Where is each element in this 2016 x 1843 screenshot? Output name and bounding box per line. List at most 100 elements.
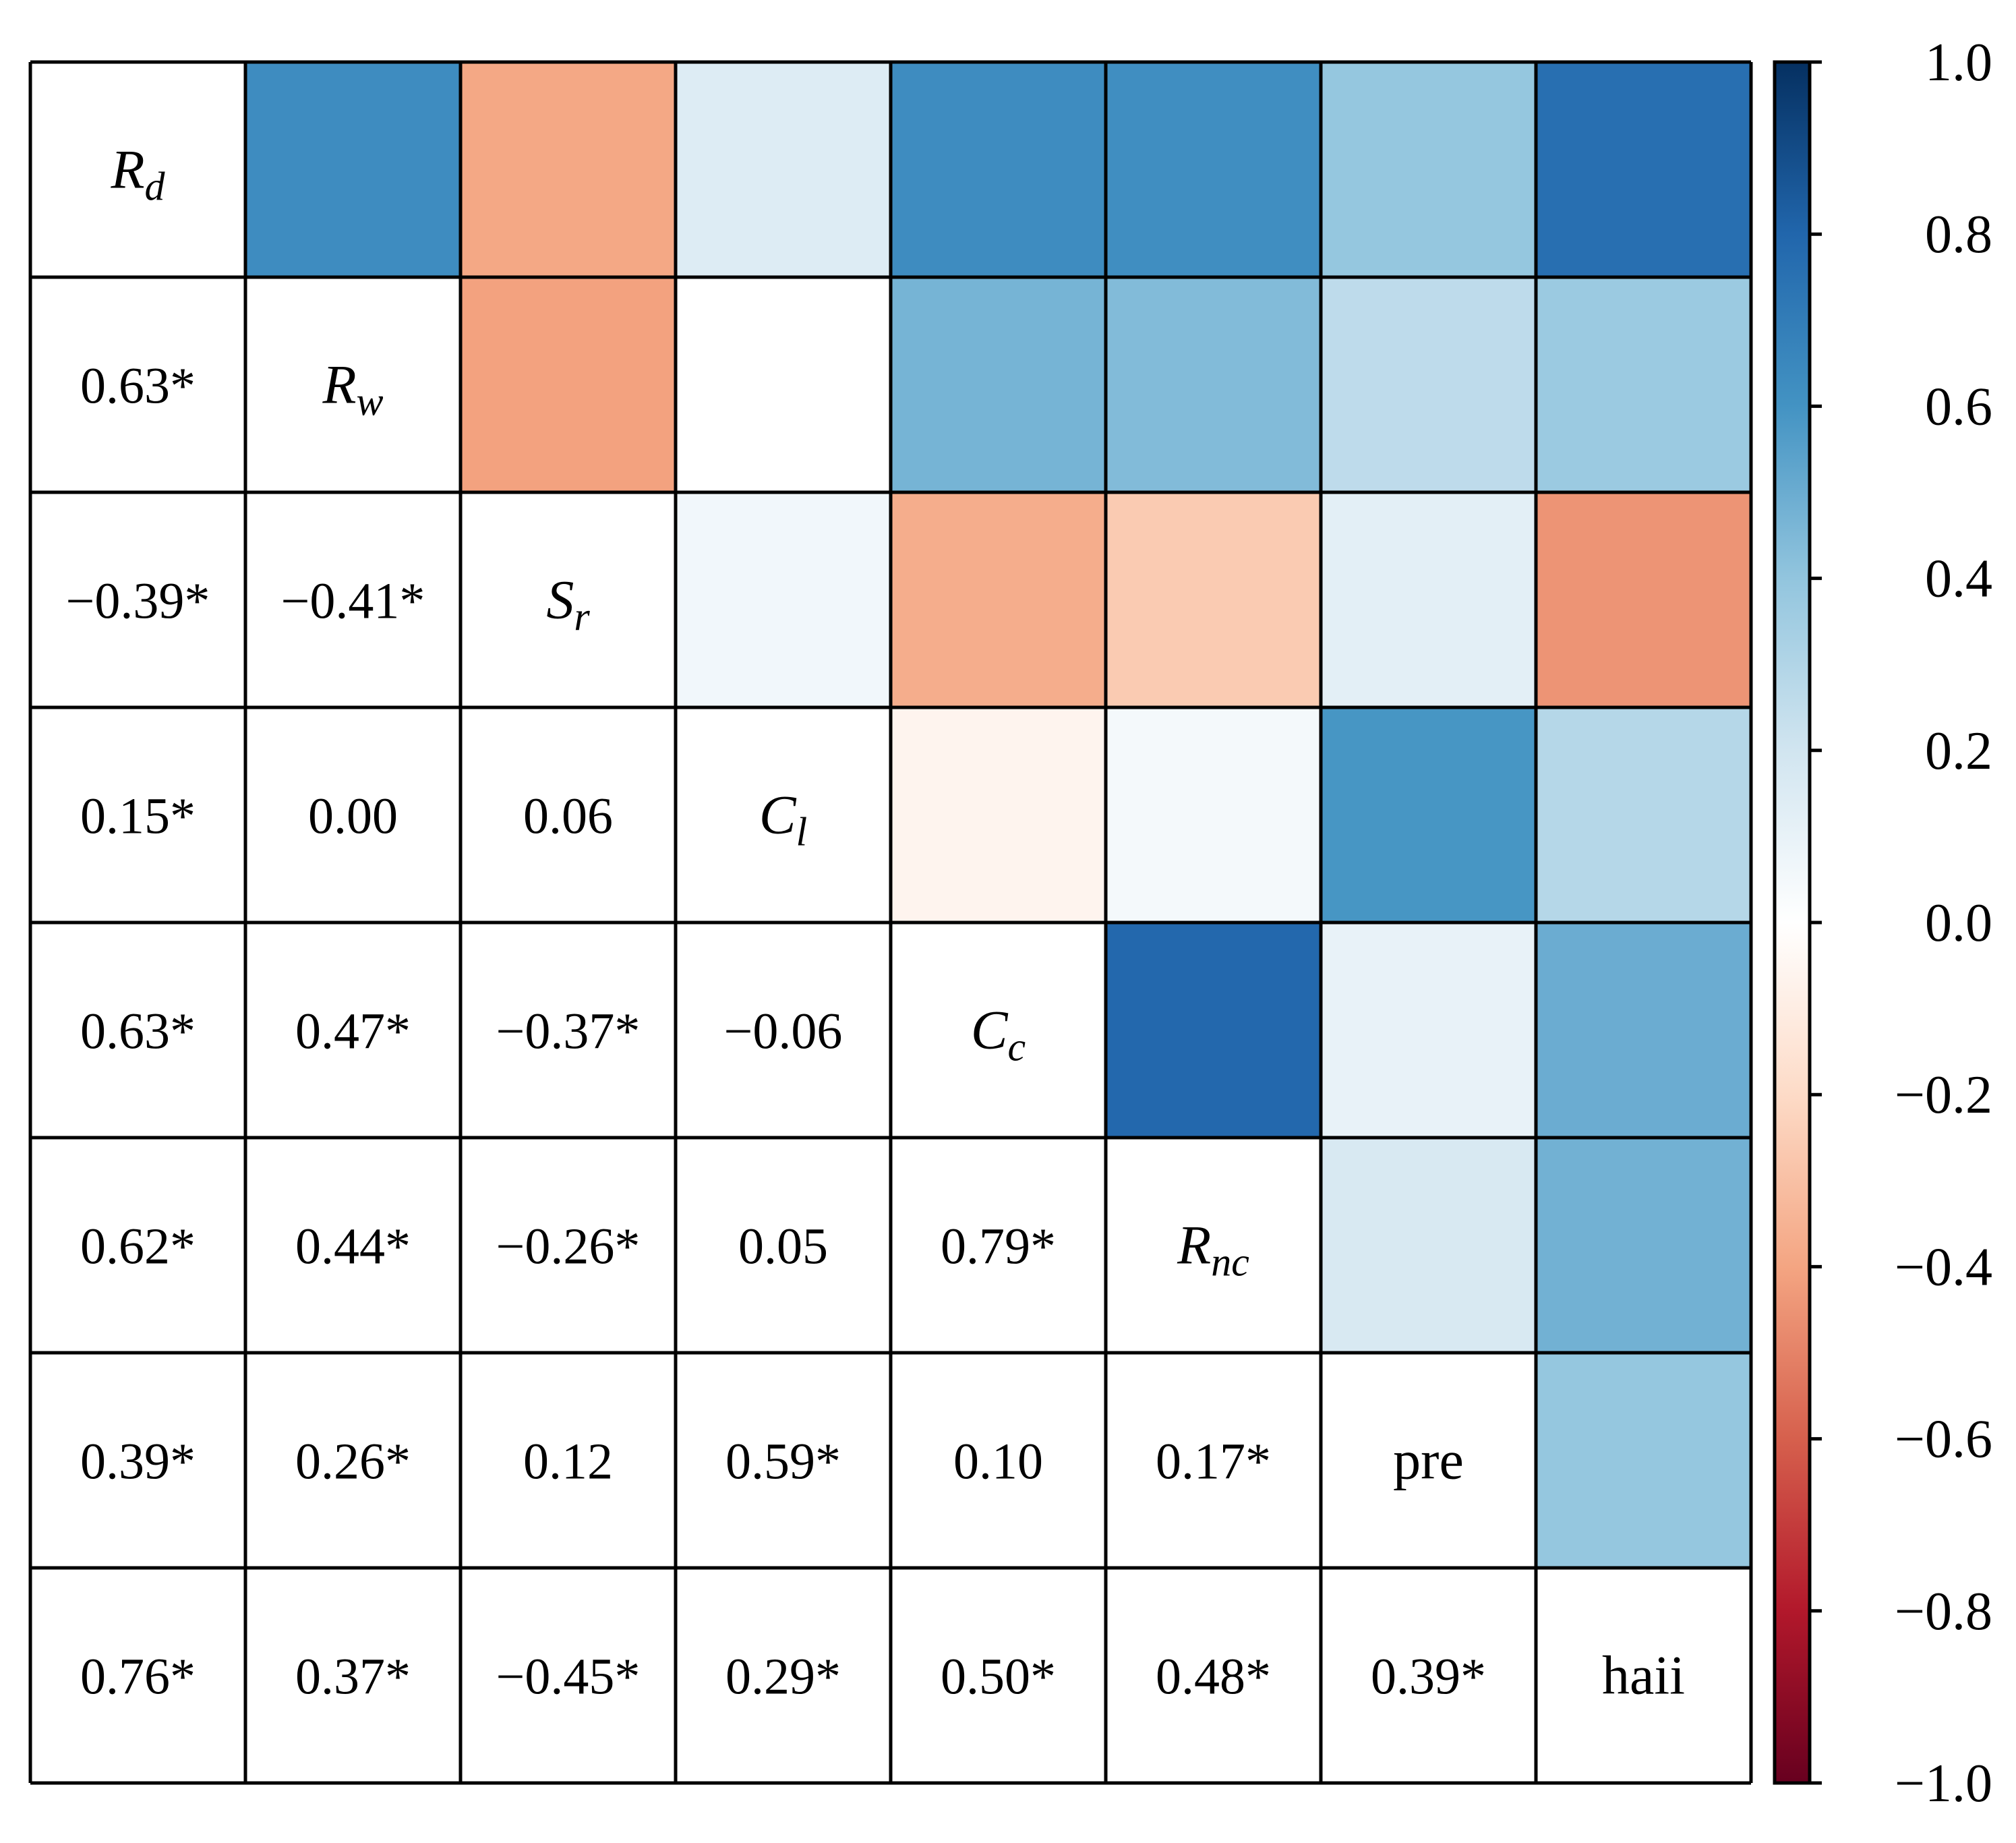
variable-label-6: pre — [1393, 1430, 1464, 1491]
value-label-5-0: 0.62* — [80, 1219, 196, 1275]
heatmap-cell-2-3 — [676, 492, 891, 707]
label-cell-6-6 — [1321, 1353, 1536, 1568]
heatmap-grid — [28, 60, 1753, 1785]
value-label-7-6: 0.39* — [1371, 1649, 1486, 1705]
heatmap-cell-4-5 — [1106, 923, 1321, 1138]
value-label-5-2: −0.26* — [496, 1219, 641, 1275]
value-label-3-2: 0.06 — [523, 788, 613, 845]
heatmap-cell-1-7 — [1536, 277, 1751, 492]
value-label-6-5: 0.17* — [1156, 1434, 1271, 1490]
colorbar-tick-label-6: −0.2 — [1895, 1065, 1992, 1125]
value-label-7-5: 0.48* — [1156, 1649, 1271, 1705]
heatmap-cell-0-5 — [1106, 62, 1321, 277]
label-cell-7-7 — [1536, 1568, 1751, 1783]
label-cell-6-1 — [245, 1353, 461, 1568]
label-cell-5-1 — [245, 1138, 461, 1353]
label-cell-7-5 — [1106, 1568, 1321, 1783]
colorbar-tick-label-8: −0.6 — [1895, 1410, 1992, 1469]
heatmap-cell-2-4 — [891, 492, 1106, 707]
value-label-1-0: 0.63* — [80, 358, 196, 415]
label-cell-6-2 — [461, 1353, 676, 1568]
colorbar-gradient — [1773, 60, 1812, 1785]
heatmap-cell-0-4 — [891, 62, 1106, 277]
label-cell-4-0 — [30, 923, 245, 1138]
colorbar-tick-label-1: 0.8 — [1925, 205, 1992, 264]
heatmap-cell-3-4 — [891, 707, 1106, 923]
value-label-7-0: 0.76* — [80, 1649, 196, 1705]
colorbar-tick-label-3: 0.4 — [1925, 550, 1992, 609]
heatmap-cell-0-3 — [676, 62, 891, 277]
value-label-6-0: 0.39* — [80, 1434, 196, 1490]
heatmap-cell-4-6 — [1321, 923, 1536, 1138]
heatmap-cell-1-4 — [891, 277, 1106, 492]
variable-label-3: Cl — [759, 784, 807, 854]
label-cell-7-2 — [461, 1568, 676, 1783]
label-cell-6-5 — [1106, 1353, 1321, 1568]
value-label-6-3: 0.59* — [725, 1434, 841, 1490]
label-cell-7-6 — [1321, 1568, 1536, 1783]
value-label-4-2: −0.37* — [496, 1003, 641, 1060]
heatmap-cell-3-6 — [1321, 707, 1536, 923]
label-cell-0-0 — [30, 62, 245, 277]
label-cell-3-1 — [245, 707, 461, 923]
heatmap-cell-5-6 — [1321, 1138, 1536, 1353]
heatmap-cell-1-3 — [676, 277, 891, 492]
label-cell-5-5 — [1106, 1138, 1321, 1353]
label-cell-5-2 — [461, 1138, 676, 1353]
label-cell-4-4 — [891, 923, 1106, 1138]
value-label-4-1: 0.47* — [295, 1003, 411, 1060]
heatmap-cell-0-2 — [461, 62, 676, 277]
value-label-7-1: 0.37* — [295, 1649, 411, 1705]
value-label-6-2: 0.12 — [523, 1434, 613, 1490]
colorbar-tick-label-4: 0.2 — [1925, 722, 1992, 781]
variable-label-7: haii — [1602, 1645, 1685, 1706]
heatmap-cell-1-5 — [1106, 277, 1321, 492]
heatmap-cell-3-7 — [1536, 707, 1751, 923]
value-label-5-4: 0.79* — [941, 1219, 1056, 1275]
heatmap-cell-3-5 — [1106, 707, 1321, 923]
colorbar-tick-label-10: −1.0 — [1895, 1754, 1992, 1813]
colorbar-tick-label-9: −0.8 — [1895, 1582, 1992, 1641]
value-label-3-1: 0.00 — [308, 788, 398, 845]
value-label-6-4: 0.10 — [953, 1434, 1043, 1490]
value-label-4-3: −0.06 — [724, 1003, 843, 1060]
label-cell-4-2 — [461, 923, 676, 1138]
variable-label-5: Rnc — [1177, 1215, 1249, 1285]
label-cell-7-0 — [30, 1568, 245, 1783]
colorbar-tick-label-7: −0.4 — [1895, 1237, 1992, 1297]
variable-label-1: Rw — [322, 354, 383, 424]
label-cell-5-4 — [891, 1138, 1106, 1353]
label-cell-2-2 — [461, 492, 676, 707]
heatmap-cells — [30, 62, 1751, 1783]
heatmap-cell-0-6 — [1321, 62, 1536, 277]
label-cell-5-0 — [30, 1138, 245, 1353]
variable-label-2: Sr — [546, 569, 590, 639]
colorbar-tick-label-2: 0.6 — [1925, 377, 1992, 436]
label-cell-6-0 — [30, 1353, 245, 1568]
value-label-5-3: 0.05 — [738, 1219, 828, 1275]
label-cell-3-0 — [30, 707, 245, 923]
label-cell-4-3 — [676, 923, 891, 1138]
value-label-6-1: 0.26* — [295, 1434, 411, 1490]
value-label-3-0: 0.15* — [80, 788, 196, 845]
label-cell-1-0 — [30, 277, 245, 492]
label-cell-4-1 — [245, 923, 461, 1138]
variable-label-0: Rd — [110, 139, 165, 209]
colorbar-tick-label-0: 1.0 — [1925, 33, 1992, 92]
value-label-2-0: −0.39* — [66, 573, 210, 630]
heatmap-cell-6-7 — [1536, 1353, 1751, 1568]
value-label-7-2: −0.45* — [496, 1649, 641, 1705]
heatmap-cell-0-7 — [1536, 62, 1751, 277]
label-cell-2-1 — [245, 492, 461, 707]
label-cell-6-4 — [891, 1353, 1106, 1568]
label-cell-3-2 — [461, 707, 676, 923]
colorbar: 1.0 0.8 0.6 0.4 0.2 0.0 −0.2 −0.4 −0.6 −0.8 −1.0 — [1773, 33, 1992, 1813]
variable-label-4: Cc — [971, 999, 1026, 1070]
label-cell-3-3 — [676, 707, 891, 923]
heatmap-labels: Rd 0.63* Rw −0.39* −0.41* Sr 0.15* 0.00 0.06 Cl 0.… — [66, 139, 1685, 1706]
heatmap-cell-0-1 — [245, 62, 461, 277]
heatmap-cell-2-5 — [1106, 492, 1321, 707]
heatmap-cell-2-6 — [1321, 492, 1536, 707]
heatmap-cell-1-2 — [461, 277, 676, 492]
